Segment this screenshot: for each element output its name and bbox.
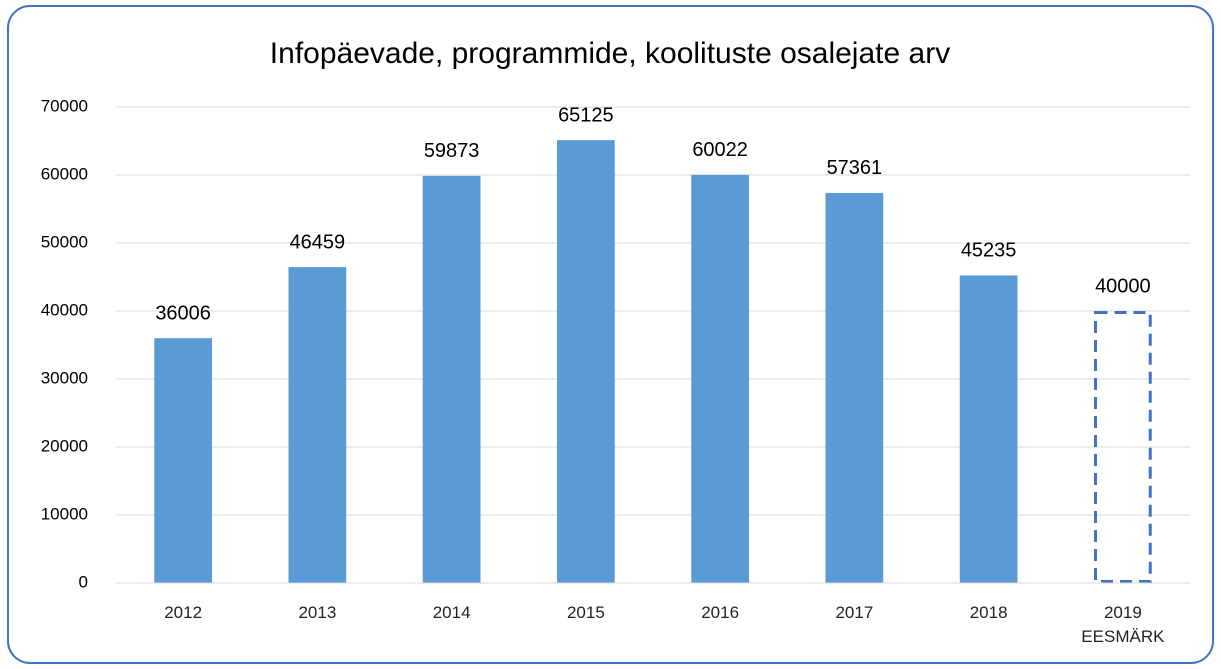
bar <box>154 338 212 583</box>
bar <box>422 175 481 584</box>
bar <box>691 174 749 583</box>
x-tick-label: 2017 <box>835 603 874 622</box>
bar <box>288 267 347 583</box>
value-label: 65125 <box>558 104 614 126</box>
bar <box>1094 311 1152 583</box>
value-label: 46459 <box>290 231 346 253</box>
x-tick-label: 2016 <box>701 603 740 622</box>
chart-title: Infopäevade, programmide, koolituste osa… <box>270 37 950 70</box>
value-label: 40000 <box>1095 275 1151 297</box>
x-tick-label: 2015 <box>566 603 605 622</box>
value-label: 45235 <box>961 240 1017 262</box>
value-label: 59873 <box>424 140 480 162</box>
y-tick-label: 20000 <box>41 436 88 455</box>
y-tick-label: 60000 <box>41 164 88 183</box>
bar <box>557 140 615 583</box>
y-tick-label: 70000 <box>41 96 88 115</box>
y-tick-label: 40000 <box>41 300 88 319</box>
value-label: 60022 <box>692 139 748 161</box>
bar <box>825 192 884 584</box>
value-label: 36006 <box>155 302 211 324</box>
y-tick-label: 10000 <box>41 504 88 523</box>
x-tick-label: 2013 <box>298 603 337 622</box>
bar <box>959 275 1018 583</box>
x-tick-label: 2018 <box>969 603 1008 622</box>
y-tick-label: 50000 <box>41 232 88 251</box>
value-label: 57361 <box>827 157 883 179</box>
y-tick-label: 30000 <box>41 368 88 387</box>
x-tick-label: 2012 <box>164 603 203 622</box>
x-tick-label: 2014 <box>432 603 471 622</box>
x-tick-label: 2019 EESMÄRK <box>1081 603 1165 646</box>
y-tick-label: 0 <box>79 572 88 591</box>
